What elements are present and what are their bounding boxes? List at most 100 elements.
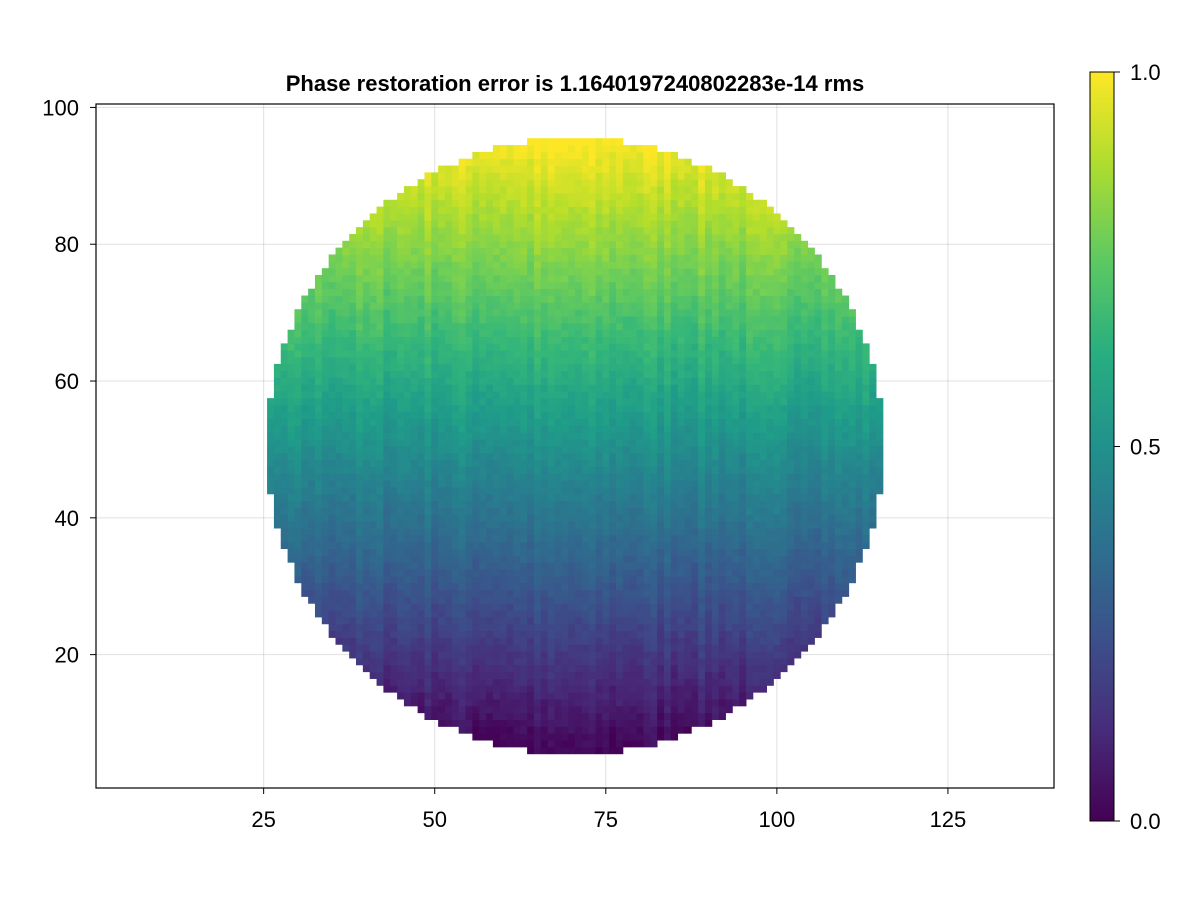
- heatmap-cell: [773, 439, 781, 447]
- heatmap-cell: [595, 575, 603, 584]
- heatmap-cell: [417, 322, 425, 331]
- heatmap-cell: [759, 685, 767, 693]
- heatmap-cell: [684, 404, 692, 413]
- heatmap-cell: [506, 466, 514, 474]
- heatmap-cell: [342, 336, 350, 344]
- heatmap-cell: [356, 589, 364, 597]
- heatmap-cell: [876, 411, 884, 420]
- heatmap-cell: [273, 404, 282, 413]
- heatmap-cell: [424, 644, 432, 652]
- heatmap-cell: [376, 514, 384, 522]
- heatmap-cell: [376, 336, 384, 344]
- heatmap-cell: [492, 740, 501, 748]
- heatmap-cell: [479, 630, 487, 638]
- heatmap-cell: [732, 685, 740, 693]
- heatmap-cell: [554, 562, 562, 570]
- heatmap-cell: [390, 493, 398, 502]
- heatmap-cell: [499, 569, 507, 577]
- heatmap-cell: [780, 623, 788, 632]
- heatmap-cell: [335, 309, 343, 317]
- heatmap-cell: [280, 439, 288, 447]
- heatmap-cell: [356, 562, 364, 570]
- heatmap-cell: [554, 493, 562, 502]
- heatmap-cell: [657, 658, 665, 666]
- heatmap-cell: [492, 370, 501, 378]
- heatmap-cell: [821, 569, 829, 577]
- heatmap-cell: [335, 596, 343, 604]
- heatmap-cell: [581, 336, 590, 344]
- heatmap-cell: [862, 493, 870, 502]
- heatmap-cell: [547, 699, 555, 707]
- heatmap-cell: [636, 480, 644, 488]
- heatmap-cell: [616, 685, 624, 693]
- heatmap-cell: [718, 575, 726, 584]
- heatmap-cell: [650, 562, 658, 570]
- heatmap-cell: [684, 623, 692, 632]
- heatmap-cell: [821, 610, 829, 618]
- heatmap-cell: [438, 603, 446, 611]
- heatmap-cell: [793, 500, 802, 508]
- heatmap-cell: [424, 302, 432, 310]
- heatmap-cell: [622, 575, 631, 584]
- heatmap-cell: [520, 329, 528, 337]
- heatmap-cell: [472, 493, 480, 502]
- heatmap-cell: [492, 603, 501, 611]
- heatmap-cell: [814, 473, 822, 481]
- heatmap-cell: [616, 404, 624, 413]
- heatmap-cell: [479, 651, 487, 659]
- heatmap-cell: [588, 746, 596, 755]
- heatmap-cell: [581, 671, 590, 679]
- heatmap-cell: [855, 500, 863, 508]
- heatmap-cell: [787, 329, 795, 337]
- heatmap-cell: [732, 480, 740, 488]
- heatmap-cell: [691, 699, 699, 707]
- heatmap-cell: [431, 671, 439, 679]
- heatmap-cell: [321, 589, 330, 597]
- heatmap-cell: [424, 637, 432, 645]
- heatmap-cell: [383, 678, 391, 686]
- heatmap-cell: [684, 562, 692, 570]
- heatmap-cell: [588, 500, 596, 508]
- heatmap-cell: [643, 473, 651, 481]
- heatmap-cell: [540, 357, 549, 365]
- heatmap-cell: [718, 603, 726, 611]
- heatmap-cell: [677, 466, 685, 474]
- heatmap-cell: [869, 459, 877, 467]
- heatmap-cell: [650, 377, 658, 385]
- heatmap-cell: [438, 610, 446, 618]
- heatmap-cell: [595, 740, 603, 748]
- heatmap-cell: [547, 603, 555, 611]
- heatmap-cell: [335, 452, 343, 461]
- heatmap-cell: [568, 575, 576, 584]
- heatmap-cell: [506, 528, 514, 536]
- heatmap-cell: [629, 678, 637, 686]
- heatmap-cell: [356, 350, 364, 358]
- heatmap-cell: [410, 487, 419, 495]
- heatmap-cell: [629, 671, 637, 679]
- heatmap-cell: [835, 329, 843, 337]
- heatmap-cell: [705, 459, 713, 467]
- heatmap-cell: [698, 617, 706, 625]
- heatmap-cell: [301, 466, 309, 474]
- heatmap-cell: [718, 446, 726, 454]
- heatmap-cell: [527, 452, 535, 461]
- heatmap-cell: [417, 473, 425, 481]
- heatmap-cell: [568, 521, 576, 529]
- heatmap-cell: [759, 664, 767, 673]
- heatmap-cell: [492, 548, 501, 556]
- heatmap-cell: [718, 493, 726, 502]
- heatmap-cell: [609, 562, 617, 570]
- heatmap-cell: [711, 630, 720, 638]
- heatmap-cell: [711, 705, 720, 714]
- heatmap-cell: [759, 309, 767, 317]
- heatmap-cell: [547, 712, 555, 720]
- heatmap-cell: [383, 555, 391, 563]
- heatmap-cell: [575, 692, 583, 700]
- heatmap-cell: [520, 740, 528, 748]
- heatmap-cell: [643, 480, 651, 488]
- heatmap-cell: [287, 521, 295, 529]
- heatmap-cell: [732, 493, 740, 502]
- heatmap-cell: [492, 398, 501, 406]
- heatmap-cell: [561, 562, 569, 570]
- heatmap-cell: [465, 596, 473, 604]
